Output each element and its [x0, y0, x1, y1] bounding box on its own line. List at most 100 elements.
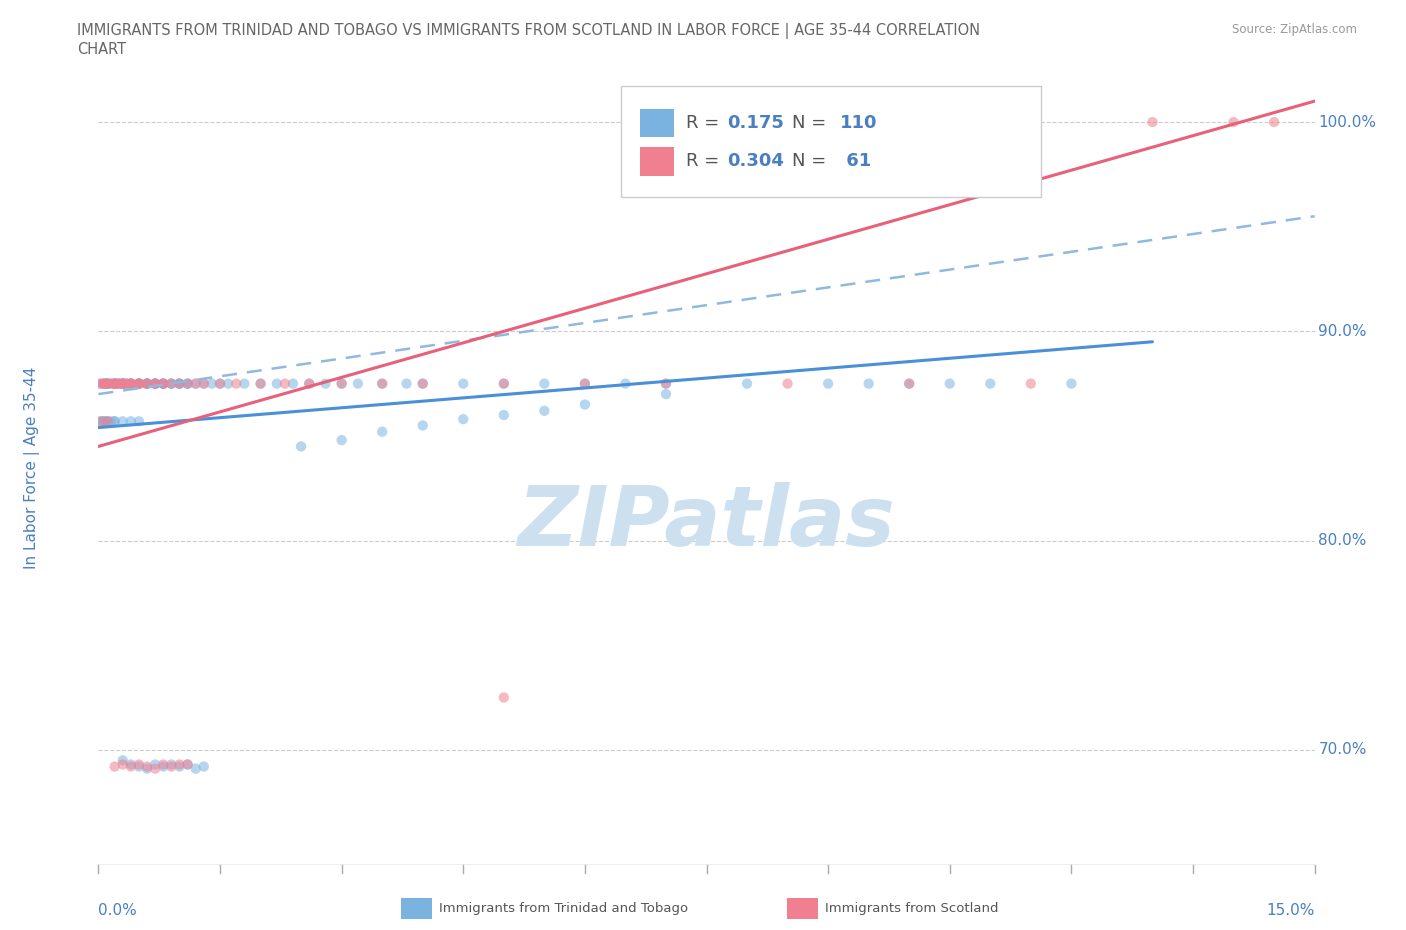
Point	[898, 376, 921, 391]
Point	[136, 376, 159, 391]
Point	[169, 376, 191, 391]
Point	[117, 376, 139, 391]
Point	[395, 376, 418, 391]
Point	[453, 376, 475, 391]
Point	[104, 376, 127, 391]
Point	[152, 376, 174, 391]
Point	[143, 376, 166, 391]
Point	[225, 376, 247, 391]
Text: In Labor Force | Age 35-44: In Labor Force | Age 35-44	[24, 366, 39, 568]
Point	[169, 376, 191, 391]
Point	[143, 376, 166, 391]
Point	[152, 376, 174, 391]
Point	[128, 376, 150, 391]
Point	[776, 376, 799, 391]
Point	[120, 376, 142, 391]
Point	[107, 376, 129, 391]
Point	[96, 414, 118, 429]
Point	[136, 376, 159, 391]
Point	[160, 757, 183, 772]
Point	[104, 414, 127, 429]
Point	[136, 376, 159, 391]
Text: R =: R =	[686, 114, 725, 132]
Point	[533, 376, 555, 391]
Point	[209, 376, 232, 391]
Point	[100, 376, 122, 391]
Point	[655, 376, 678, 391]
Text: N =: N =	[792, 153, 831, 170]
Point	[209, 376, 232, 391]
Point	[412, 418, 434, 432]
Point	[104, 759, 127, 774]
Point	[107, 376, 129, 391]
Text: 80.0%: 80.0%	[1319, 533, 1367, 548]
Point	[201, 376, 224, 391]
Point	[120, 414, 142, 429]
Point	[128, 376, 150, 391]
Point	[96, 414, 118, 429]
Point	[100, 376, 122, 391]
Text: CHART: CHART	[77, 42, 127, 57]
Point	[89, 376, 111, 391]
Point	[184, 761, 207, 776]
Point	[97, 376, 120, 391]
Point	[492, 407, 515, 422]
Point	[91, 414, 114, 429]
Point	[574, 376, 596, 391]
Text: Source: ZipAtlas.com: Source: ZipAtlas.com	[1232, 23, 1357, 36]
Point	[655, 376, 678, 391]
Point	[169, 757, 191, 772]
Point	[112, 376, 135, 391]
Point	[97, 376, 120, 391]
Point	[898, 376, 921, 391]
Point	[128, 376, 150, 391]
Point	[176, 376, 198, 391]
Text: R =: R =	[686, 153, 725, 170]
Point	[160, 759, 183, 774]
Text: 0.175: 0.175	[727, 114, 785, 132]
Point	[1142, 114, 1164, 129]
Point	[979, 376, 1001, 391]
Point	[111, 376, 134, 391]
Point	[128, 376, 150, 391]
Point	[233, 376, 256, 391]
Point	[111, 414, 134, 429]
Point	[94, 376, 117, 391]
Point	[314, 376, 336, 391]
Point	[120, 376, 142, 391]
Point	[217, 376, 239, 391]
Point	[1060, 376, 1083, 391]
Point	[1019, 376, 1042, 391]
Point	[143, 376, 166, 391]
Point	[371, 376, 394, 391]
Point	[89, 414, 111, 429]
Point	[176, 376, 198, 391]
Point	[100, 414, 122, 429]
Point	[128, 414, 150, 429]
Text: 70.0%: 70.0%	[1319, 742, 1367, 757]
Point	[128, 759, 150, 774]
Point	[104, 376, 127, 391]
Point	[128, 376, 150, 391]
Point	[104, 376, 127, 391]
Point	[152, 757, 174, 772]
Point	[176, 376, 198, 391]
Point	[120, 759, 142, 774]
Point	[104, 376, 127, 391]
Point	[412, 376, 434, 391]
Point	[107, 376, 129, 391]
Point	[111, 376, 134, 391]
Point	[184, 376, 207, 391]
Point	[169, 759, 191, 774]
Point	[152, 376, 174, 391]
Point	[136, 376, 159, 391]
Point	[735, 376, 758, 391]
Point	[90, 414, 112, 429]
Point	[492, 376, 515, 391]
Point	[120, 376, 142, 391]
Point	[120, 376, 142, 391]
Point	[614, 376, 637, 391]
Point	[281, 376, 304, 391]
Point	[96, 376, 118, 391]
Point	[290, 439, 312, 454]
